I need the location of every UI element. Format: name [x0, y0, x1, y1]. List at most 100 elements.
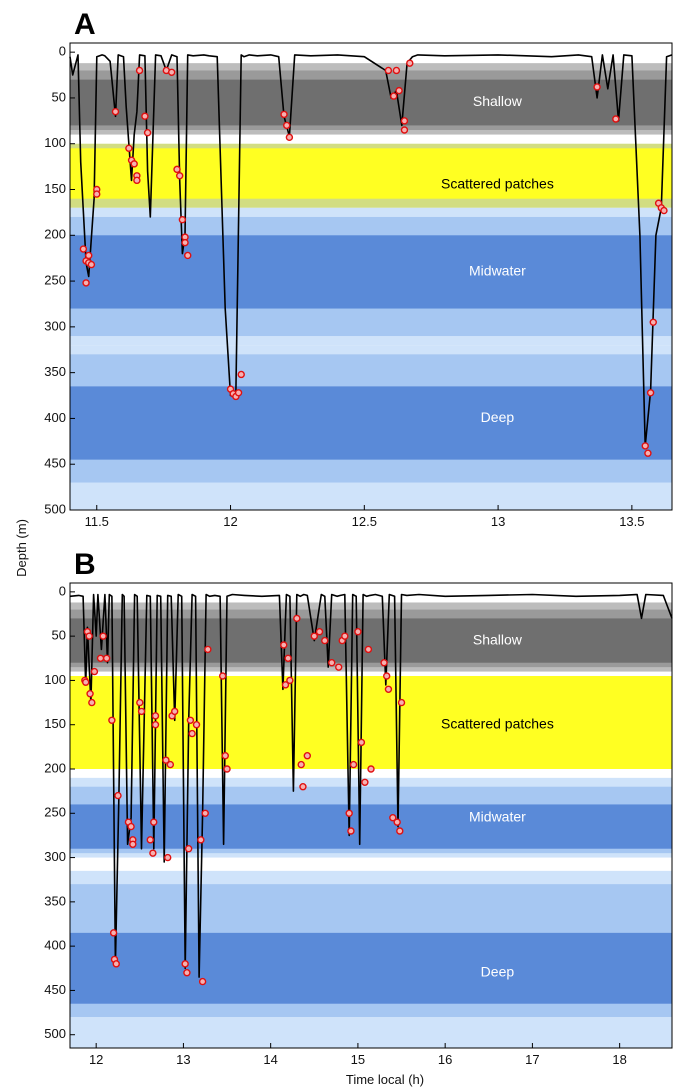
feeding-marker: [204, 645, 212, 654]
x-tick-label: 13: [176, 1052, 190, 1067]
feeding-marker: [184, 845, 193, 853]
x-tick-label: 13.5: [619, 514, 644, 529]
feeding-marker: [384, 66, 393, 75]
y-tick-label: 150: [44, 181, 66, 196]
feeding-marker: [151, 721, 160, 729]
x-tick-label: 13: [491, 514, 505, 529]
feeding-marker: [164, 853, 172, 862]
feeding-marker: [111, 107, 120, 116]
feeding-marker: [646, 389, 655, 397]
y-tick-label: 0: [59, 44, 66, 59]
feeding-marker: [364, 645, 373, 654]
feeding-marker: [88, 698, 96, 707]
x-tick-label: 16: [438, 1052, 452, 1067]
y-tick-label: 450: [44, 456, 66, 471]
x-tick-label: 12: [223, 514, 237, 529]
feeding-marker: [133, 176, 141, 185]
feeding-marker: [93, 190, 101, 198]
feeding-marker: [335, 663, 343, 671]
feeding-marker: [108, 716, 116, 724]
feeding-marker: [167, 68, 176, 77]
feeding-marker: [181, 238, 189, 247]
x-axis-label: Time local (h): [346, 1072, 424, 1087]
y-tick-label: 350: [44, 893, 66, 908]
feeding-marker: [85, 251, 93, 260]
depth-band: [70, 618, 672, 663]
feeding-marker: [223, 765, 231, 773]
y-tick-label: 150: [44, 716, 66, 731]
feeding-marker: [280, 641, 288, 649]
y-tick-label: 50: [52, 628, 66, 643]
feeding-marker: [297, 760, 305, 769]
feeding-marker: [149, 849, 157, 857]
feeding-marker: [357, 738, 366, 747]
feeding-marker: [136, 698, 144, 707]
feeding-marker: [188, 729, 196, 738]
feeding-marker: [286, 676, 294, 685]
dive-track-line: [69, 54, 673, 447]
y-tick-label: 100: [44, 135, 66, 150]
feeding-marker: [102, 654, 111, 662]
zone-label-scattered-patches: Scattered patches: [441, 715, 554, 731]
y-tick-label: 300: [44, 318, 66, 333]
feeding-marker: [328, 659, 336, 667]
feeding-marker: [178, 216, 187, 224]
feeding-marker: [198, 977, 207, 986]
feeding-marker: [86, 690, 94, 698]
feeding-marker: [341, 632, 349, 640]
y-tick-label: 500: [44, 1026, 66, 1041]
y-tick-label: 350: [44, 364, 66, 379]
feeding-marker: [303, 752, 312, 760]
feeding-marker: [641, 442, 649, 450]
feeding-marker: [218, 672, 227, 680]
depth-band: [70, 235, 672, 309]
zone-label-deep: Deep: [481, 963, 515, 979]
feeding-marker: [349, 760, 358, 769]
feeding-marker: [380, 659, 388, 667]
feeding-marker: [79, 245, 88, 253]
x-tick-label: 17: [525, 1052, 539, 1067]
panel-a: Shallow Scattered patches Midwater Deep 0 50 1…: [44, 8, 673, 529]
zone-label-deep: Deep: [481, 409, 515, 425]
feeding-marker: [367, 765, 375, 773]
feeding-marker: [162, 756, 170, 764]
depth-band: [70, 148, 672, 199]
feeding-marker: [293, 614, 301, 623]
feeding-marker: [109, 929, 118, 937]
depth-band: [70, 79, 672, 126]
feeding-marker: [221, 752, 229, 760]
feeding-marker: [315, 628, 324, 636]
feeding-marker: [141, 112, 149, 120]
feeding-marker: [644, 449, 652, 457]
feeding-marker: [170, 707, 179, 716]
feeding-marker: [99, 632, 107, 640]
feeding-marker: [281, 681, 290, 689]
panel-letter: B: [74, 548, 96, 581]
plot-frame: [69, 582, 673, 1049]
feeding-marker: [96, 654, 105, 662]
feeding-marker: [389, 814, 397, 822]
feeding-marker: [166, 760, 175, 769]
feeding-marker: [649, 318, 657, 326]
feeding-marker: [181, 960, 189, 968]
x-tick-label: 12: [89, 1052, 103, 1067]
feeding-marker: [395, 86, 403, 95]
x-tick-label: 18: [612, 1052, 626, 1067]
panel-b: Shallow Scattered patches Midwater Deep 0 50 1…: [44, 548, 673, 1067]
feeding-marker: [234, 389, 243, 397]
feeding-marker: [201, 809, 209, 817]
feeding-marker: [280, 110, 288, 119]
feeding-marker: [82, 279, 90, 287]
feeding-marker: [151, 712, 160, 720]
panel-letter: A: [74, 8, 96, 41]
feeding-marker: [283, 121, 291, 130]
zone-label-shallow: Shallow: [473, 631, 523, 647]
feeding-marker: [125, 144, 133, 153]
x-tick-label: 14: [263, 1052, 277, 1067]
feeding-marker: [197, 836, 205, 844]
feeding-marker: [396, 827, 404, 835]
depth-band: [70, 386, 672, 460]
feeding-marker: [299, 783, 307, 791]
feeding-marker: [284, 654, 292, 662]
